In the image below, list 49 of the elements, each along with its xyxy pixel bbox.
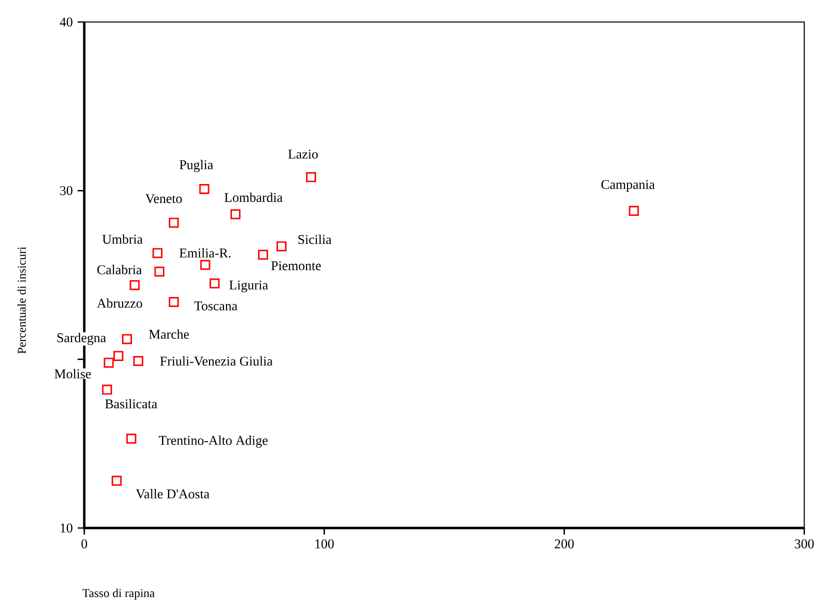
annotation: Umbria: [102, 234, 143, 244]
point: [628, 206, 639, 216]
point: [154, 266, 164, 277]
annotation: Piemonte: [271, 261, 321, 270]
point: [133, 356, 144, 366]
annotation: Lombardia: [224, 192, 283, 202]
annotation: Toscana: [194, 302, 238, 310]
annotation: Molise: [54, 368, 91, 378]
annotation: Veneto: [145, 194, 182, 204]
x-axis-title: Tasso di rapina: [82, 588, 155, 600]
x-tick-label: 300: [794, 539, 814, 548]
point: [113, 350, 124, 361]
point: [306, 172, 316, 182]
point: [199, 184, 210, 194]
annotation: Marche: [149, 329, 189, 339]
annotation: Puglia: [180, 160, 214, 172]
annotation: Calabria: [97, 264, 142, 274]
y-tick-label: 30: [60, 186, 72, 196]
annotation: Basilicata: [105, 398, 158, 408]
point: [168, 296, 179, 307]
y-tick-label: 10: [60, 523, 72, 532]
point: [200, 260, 210, 270]
point: [276, 241, 287, 252]
point: [122, 334, 132, 344]
point: [258, 250, 268, 260]
annotation: Valle D'Aosta: [136, 489, 210, 498]
point: [130, 280, 140, 290]
point: [168, 218, 179, 228]
annotation: Friuli-Venezia Giulia: [160, 356, 273, 366]
point: [104, 358, 114, 368]
y-axis-title: Percentuale di insicuri: [17, 246, 26, 354]
annotation: Sardegna: [57, 332, 106, 346]
x-tick-label: 100: [315, 539, 334, 548]
annotation: Liguria: [229, 280, 268, 292]
x-tick-label: 200: [554, 539, 574, 548]
point: [102, 384, 112, 395]
annotation: Campania: [601, 180, 655, 192]
annotation: Abruzzo: [96, 298, 142, 308]
x-tick-label: 0: [81, 539, 88, 548]
point: [210, 278, 220, 288]
annotation: Lazio: [288, 150, 318, 159]
point: [126, 434, 136, 444]
annotation: Sicilia: [298, 234, 332, 244]
y-tick-label: 40: [60, 17, 72, 26]
annotation: Trentino-Alto Adige: [158, 436, 268, 448]
annotation: Emilia-R.: [180, 248, 230, 258]
point: [112, 476, 122, 486]
point: [230, 209, 240, 220]
point: [152, 248, 162, 258]
